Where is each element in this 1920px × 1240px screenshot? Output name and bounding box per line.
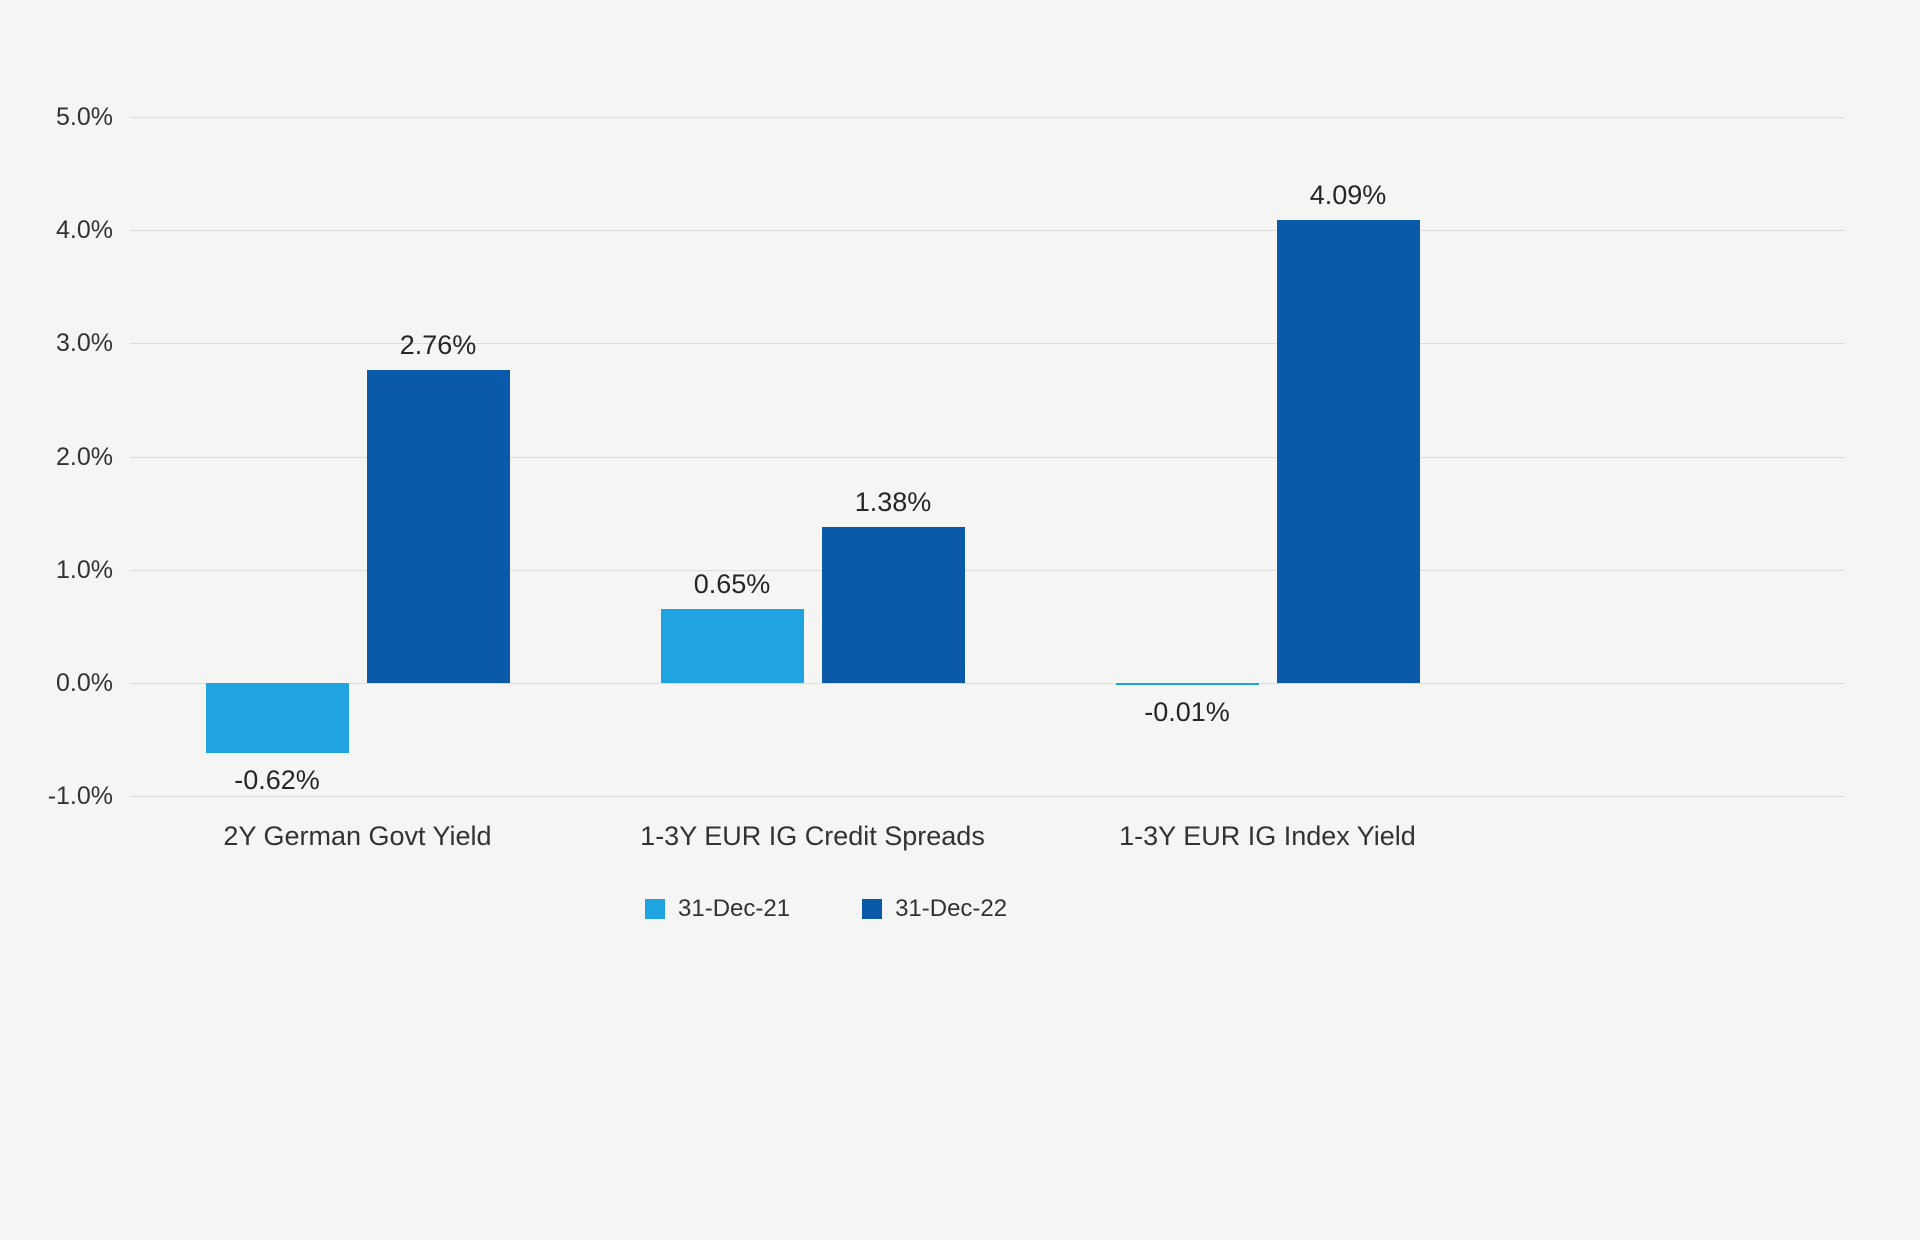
category-label: 2Y German Govt Yield (223, 821, 492, 851)
gridline (130, 569, 1845, 571)
bar-value-label: 1.38% (854, 486, 932, 517)
plot-area: -0.62% 2.76% 0.65% 1.38% -0.01% 4.09% (130, 117, 1845, 797)
legend-swatch-icon (645, 899, 665, 919)
gridline (130, 117, 1845, 118)
bar-31-Dec-22-3 (1276, 219, 1420, 683)
gridline (130, 456, 1845, 458)
category-label: 1-3Y EUR IG Index Yield (1119, 821, 1416, 851)
gridline (130, 343, 1845, 345)
bar-31-Dec-22-1 (366, 370, 510, 683)
chart-legend: 31-Dec-21 31-Dec-22 (645, 896, 1007, 922)
y-tick-label: 5.0% (56, 103, 113, 131)
legend-label: 31-Dec-21 (678, 895, 791, 922)
bar-value-label: -0.01% (1144, 696, 1230, 727)
bar-31-Dec-21-2 (660, 609, 804, 683)
y-tick-label: 4.0% (56, 216, 113, 245)
legend-label: 31-Dec-22 (895, 895, 1008, 922)
bar-value-label: 2.76% (399, 330, 477, 361)
legend-item-31-Dec-22: 31-Dec-22 (862, 896, 1007, 922)
y-tick-label: 3.0% (56, 329, 113, 358)
y-tick-label: -1.0% (47, 782, 113, 810)
gridline (130, 796, 1845, 797)
bar-31-Dec-22-2 (821, 526, 965, 683)
bar-31-Dec-21-3 (1115, 682, 1259, 685)
bar-value-label: -0.62% (234, 764, 320, 795)
legend-swatch-icon (862, 899, 883, 919)
y-tick-label: 0.0% (56, 668, 113, 697)
bar-value-label: 0.65% (693, 569, 771, 600)
legend-item-31-Dec-21: 31-Dec-21 (645, 896, 790, 922)
y-tick-label: 2.0% (56, 442, 113, 471)
bar-value-label: 4.09% (1309, 179, 1387, 210)
gridline (130, 230, 1845, 232)
y-tick-label: 1.0% (56, 555, 113, 584)
category-label: 1-3Y EUR IG Credit Spreads (640, 821, 985, 851)
gridline (130, 682, 1845, 684)
bar-31-Dec-21-1 (205, 682, 349, 753)
